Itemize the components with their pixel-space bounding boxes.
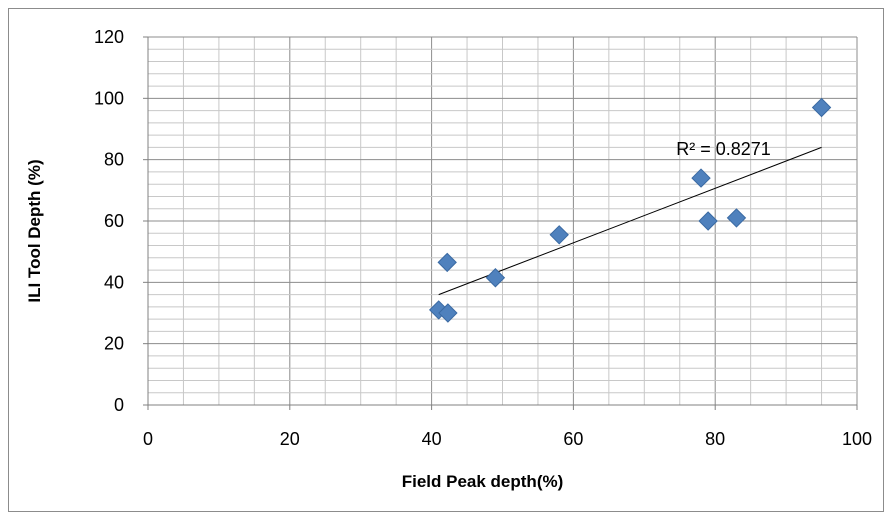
y-tick-label: 80 bbox=[104, 150, 124, 170]
data-points bbox=[428, 97, 832, 323]
chart-frame: 0 20 40 60 80 100 0 20 40 60 80 100 120 R² = 0.8271 … bbox=[8, 8, 884, 512]
trendline-group bbox=[438, 146, 822, 296]
x-tick-label: 80 bbox=[705, 429, 725, 449]
x-axis-title: Field Peak depth(%) bbox=[402, 472, 564, 491]
data-point-diamond bbox=[549, 225, 569, 245]
y-tick-label: 40 bbox=[104, 272, 124, 292]
y-axis-title: ILI Tool Depth (%) bbox=[25, 159, 44, 302]
y-tick-label: 120 bbox=[94, 27, 124, 47]
data-point-diamond bbox=[811, 97, 832, 118]
data-point-diamond bbox=[698, 211, 718, 231]
r-squared-annotation: R² = 0.8271 bbox=[676, 139, 771, 159]
data-point-diamond bbox=[437, 252, 457, 273]
y-tick-label: 0 bbox=[114, 395, 124, 415]
data-point-diamond bbox=[485, 268, 506, 288]
x-tick-label: 60 bbox=[563, 429, 583, 449]
y-tick-label: 100 bbox=[94, 88, 124, 108]
axes bbox=[143, 36, 858, 410]
x-tick-label: 40 bbox=[422, 429, 442, 449]
y-tick-label: 60 bbox=[104, 211, 124, 231]
y-tick-label: 20 bbox=[104, 334, 124, 354]
grid bbox=[148, 36, 858, 405]
x-tick-label: 0 bbox=[143, 429, 153, 449]
data-point-diamond bbox=[691, 168, 711, 188]
data-point-diamond bbox=[438, 303, 458, 323]
data-point-diamond bbox=[726, 208, 747, 228]
trendline bbox=[438, 146, 822, 296]
x-tick-label: 20 bbox=[280, 429, 300, 449]
x-tick-label: 100 bbox=[842, 429, 872, 449]
tick-labels: 0 20 40 60 80 100 0 20 40 60 80 100 120 bbox=[94, 27, 872, 449]
